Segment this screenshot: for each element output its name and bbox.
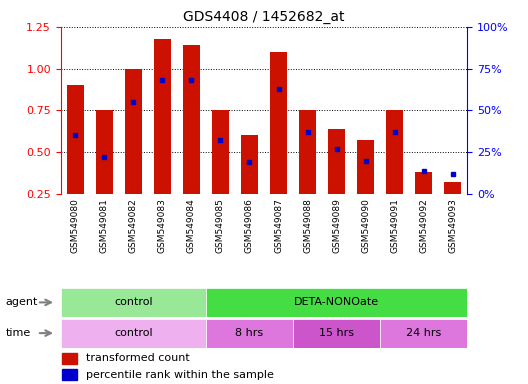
Text: control: control	[114, 328, 153, 338]
Bar	[154, 38, 171, 194]
Text: GSM549082: GSM549082	[129, 199, 138, 253]
Text: 8 hrs: 8 hrs	[235, 328, 263, 338]
Bar	[212, 111, 229, 194]
Bar	[183, 45, 200, 194]
Text: GSM549091: GSM549091	[390, 199, 399, 253]
Text: GSM549085: GSM549085	[216, 199, 225, 253]
Bar	[270, 52, 287, 194]
Text: time: time	[5, 328, 31, 338]
Text: GDS4408 / 1452682_at: GDS4408 / 1452682_at	[183, 10, 345, 23]
Bar	[415, 172, 432, 194]
Bar	[386, 111, 403, 194]
Bar	[293, 319, 380, 348]
Text: GSM549088: GSM549088	[303, 199, 312, 253]
Bar	[206, 288, 467, 317]
Text: GSM549080: GSM549080	[71, 199, 80, 253]
Text: 24 hrs: 24 hrs	[406, 328, 441, 338]
Text: GSM549093: GSM549093	[448, 199, 457, 253]
Text: control: control	[114, 297, 153, 308]
Text: GSM549087: GSM549087	[274, 199, 283, 253]
Text: percentile rank within the sample: percentile rank within the sample	[87, 369, 275, 379]
Bar	[67, 85, 84, 194]
Bar	[241, 136, 258, 194]
Bar	[299, 111, 316, 194]
Text: agent: agent	[5, 297, 37, 308]
Text: GSM549086: GSM549086	[245, 199, 254, 253]
Bar	[61, 319, 206, 348]
Text: GSM549083: GSM549083	[158, 199, 167, 253]
Bar	[62, 369, 78, 381]
Text: DETA-NONOate: DETA-NONOate	[294, 297, 379, 308]
Bar	[444, 182, 461, 194]
Text: GSM549084: GSM549084	[187, 199, 196, 253]
Bar	[62, 353, 78, 364]
Text: GSM549089: GSM549089	[332, 199, 341, 253]
Bar	[61, 288, 206, 317]
Bar	[96, 111, 113, 194]
Text: transformed count: transformed count	[87, 353, 190, 363]
Text: GSM549092: GSM549092	[419, 199, 428, 253]
Bar	[380, 319, 467, 348]
Bar	[206, 319, 293, 348]
Text: GSM549090: GSM549090	[361, 199, 370, 253]
Text: 15 hrs: 15 hrs	[319, 328, 354, 338]
Bar	[357, 141, 374, 194]
Bar	[328, 129, 345, 194]
Text: GSM549081: GSM549081	[100, 199, 109, 253]
Bar	[125, 69, 142, 194]
